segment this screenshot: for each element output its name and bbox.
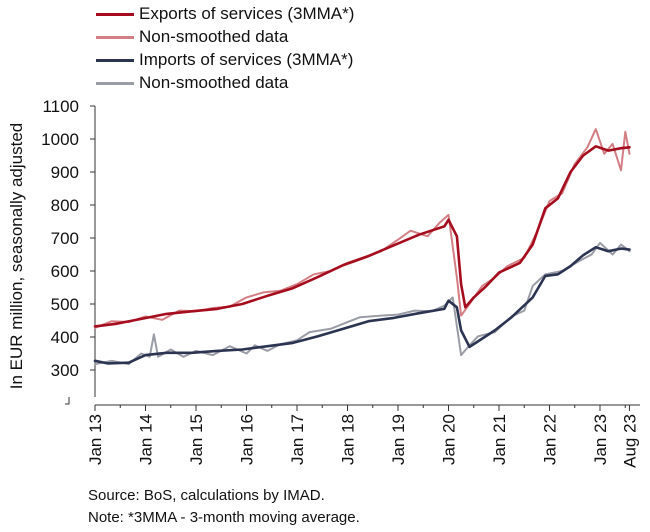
chart-axes [65, 106, 640, 406]
footnote: Note: *3MMA - 3-month moving average. [88, 509, 360, 526]
y-tick-label: 500 [51, 295, 79, 314]
axis-break-mark [65, 397, 70, 405]
y-axis-ticks: 300 400 500 600 700 800 900 1000 1100 [41, 97, 95, 380]
y-tick-label: 700 [51, 229, 79, 248]
legend-item-exports: Exports of services (3MMA*) [96, 3, 354, 25]
y-axis-label: In EUR million, seasonally adjusted [7, 122, 26, 390]
series-line-imports [93, 245, 631, 365]
x-tick-label: Jan 19 [389, 414, 408, 465]
y-tick-label: 800 [51, 196, 79, 215]
x-tick-label: Jan 13 [86, 414, 105, 465]
legend-label-imports: Imports of services (3MMA*) [139, 50, 354, 69]
legend-label-exports-raw: Non-smoothed data [139, 27, 289, 46]
x-tick-label: Jan 15 [187, 414, 206, 465]
x-tick-label: Aug 23 [620, 414, 639, 468]
y-tick-label: 900 [51, 163, 79, 182]
y-tick-label: 1000 [41, 130, 79, 149]
x-tick-label: Jan 16 [238, 414, 257, 465]
x-tick-label: Jan 22 [541, 414, 560, 465]
legend-label-imports-raw: Non-smoothed data [139, 73, 289, 92]
legend-item-exports-raw: Non-smoothed data [96, 26, 288, 48]
x-axis-ticks: Jan 13 Jan 14 Jan 15 Jan 16 Jan 17 Jan 18 Jan … [86, 405, 639, 468]
source-note: Source: BoS, calculations by IMAD. [88, 487, 325, 504]
legend-swatch-exports [96, 12, 134, 16]
y-tick-label: 600 [51, 262, 79, 281]
x-tick-label: Jan 18 [339, 414, 358, 465]
series-lines [93, 128, 631, 366]
y-tick-label: 300 [51, 361, 79, 380]
y-tick-label: 1100 [42, 97, 79, 116]
legend-swatch-exports-raw [96, 35, 134, 39]
legend-swatch-imports-raw [96, 81, 134, 85]
legend-label-exports: Exports of services (3MMA*) [139, 4, 355, 23]
series-line-exports [93, 145, 631, 328]
x-tick-label: Jan 17 [288, 414, 307, 465]
x-tick-label: Jan 23 [591, 414, 610, 465]
series-line-imports-raw [94, 241, 631, 366]
x-tick-label: Jan 21 [490, 414, 509, 465]
y-tick-label: 400 [51, 328, 79, 347]
x-tick-label: Jan 14 [137, 414, 156, 465]
legend-item-imports: Imports of services (3MMA*) [96, 49, 353, 71]
x-tick-label: Jan 20 [440, 414, 459, 465]
legend-swatch-imports [96, 58, 134, 62]
series-line-exports-raw [94, 128, 631, 329]
legend-item-imports-raw: Non-smoothed data [96, 72, 288, 94]
